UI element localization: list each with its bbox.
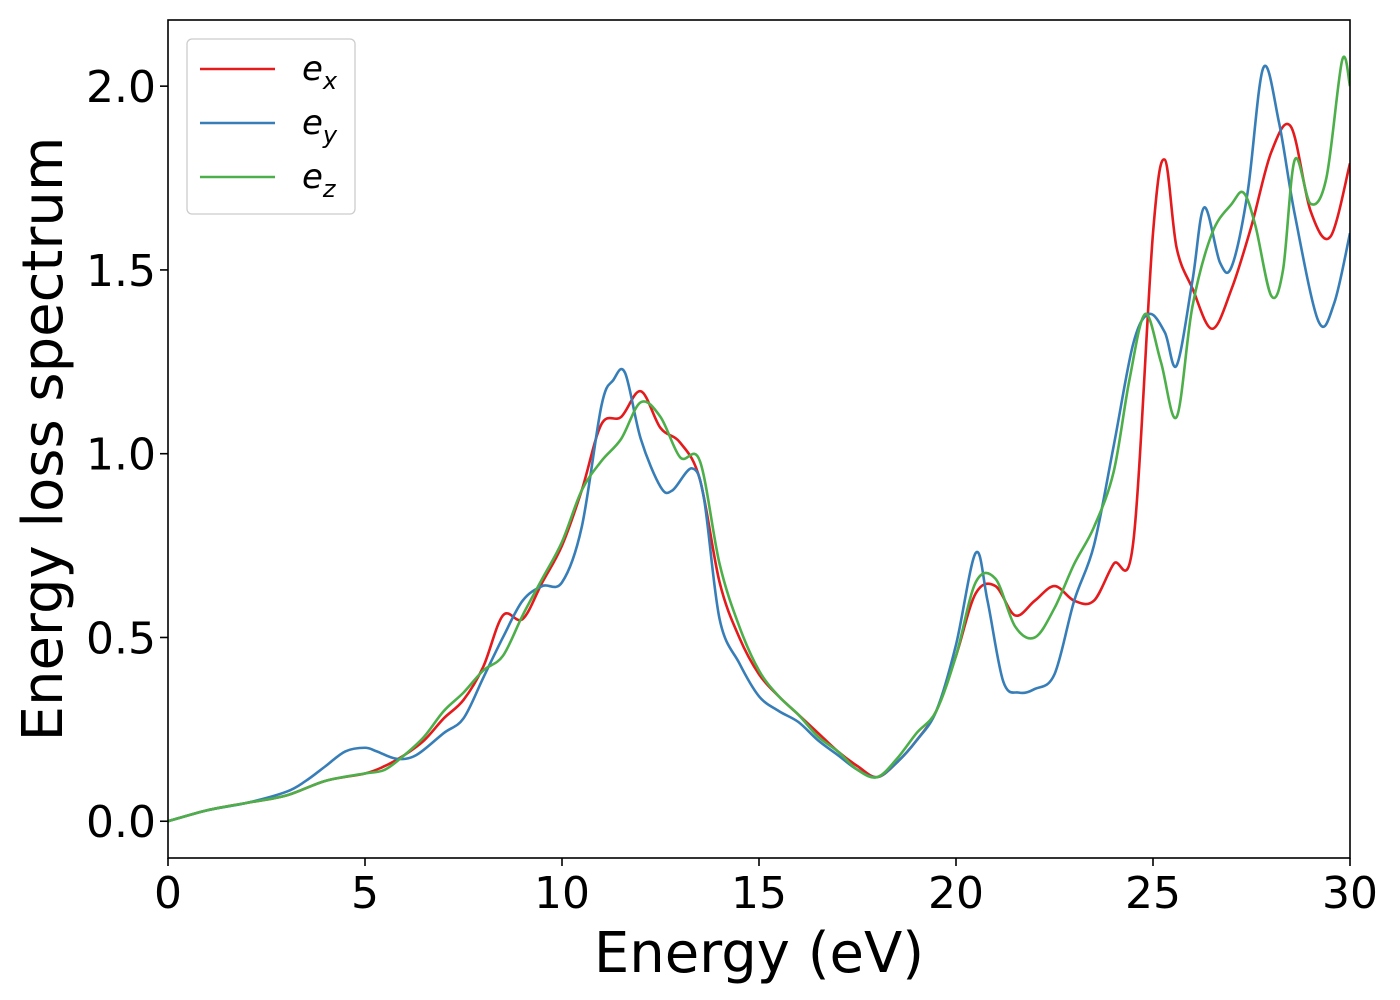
legend-label-ex: ex (302, 49, 338, 95)
series-line-ey (168, 64, 1350, 823)
series-line-ez (168, 55, 1350, 823)
x-tick-label: 20 (928, 868, 984, 919)
y-tick-label: 0.5 (86, 613, 156, 664)
x-tick-label: 25 (1125, 868, 1181, 919)
series-line-ex (168, 122, 1350, 823)
x-tick-label: 10 (534, 868, 590, 919)
y-axis-title: Energy loss spectrum (11, 137, 76, 742)
series-layer (168, 55, 1350, 823)
y-tick-label: 1.0 (86, 430, 156, 481)
x-tick-label: 30 (1322, 868, 1378, 919)
legend-box (186, 38, 356, 215)
axis-ticks: 0 5 10 15 20 25 30 0.0 0.5 1.0 1.5 2.0 (86, 62, 1378, 919)
y-tick-label: 2.0 (86, 62, 156, 113)
x-tick-label: 5 (351, 868, 379, 919)
y-tick-label: 1.5 (86, 246, 156, 297)
x-axis-title: Energy (eV) (594, 921, 924, 986)
x-tick-label: 15 (731, 868, 787, 919)
y-tick-label: 0.0 (86, 797, 156, 848)
x-tick-label: 0 (154, 868, 182, 919)
